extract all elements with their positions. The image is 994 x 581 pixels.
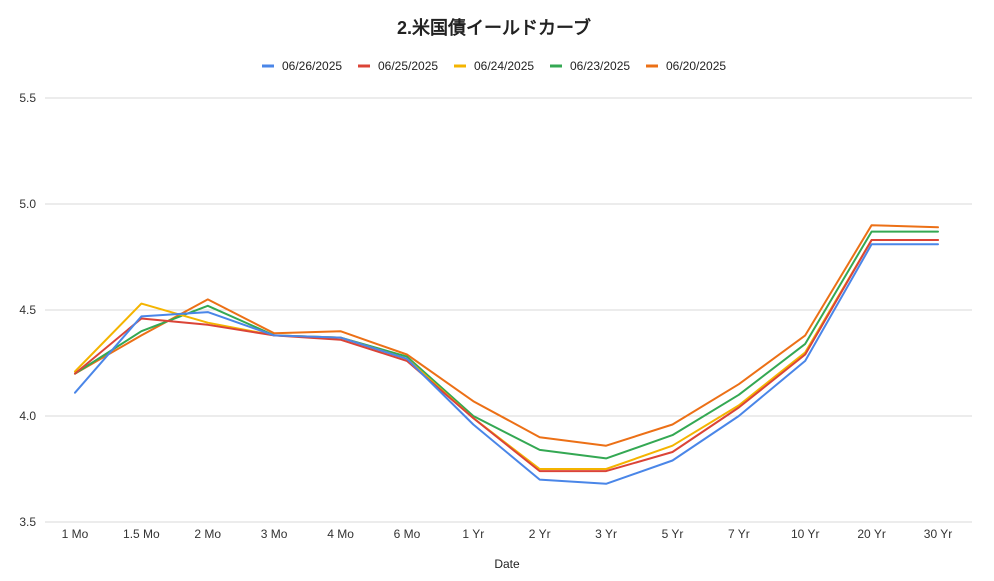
- chart-grid: [45, 97, 972, 523]
- legend-label: 06/24/2025: [474, 59, 534, 73]
- x-tick-label: 1.5 Mo: [123, 527, 160, 541]
- x-axis-label: Date: [494, 557, 520, 571]
- x-tick-label: 1 Yr: [462, 527, 484, 541]
- y-axis-ticks: 3.5 4.0 4.5 5.0 5.5: [19, 91, 36, 529]
- y-tick-label: 4.5: [19, 303, 36, 317]
- x-tick-label: 6 Mo: [394, 527, 421, 541]
- y-tick-label: 4.0: [19, 409, 36, 423]
- legend-label: 06/20/2025: [666, 59, 726, 73]
- chart-title: 2.米国債イールドカーブ: [397, 17, 591, 38]
- x-axis-ticks: 1 Mo 1.5 Mo 2 Mo 3 Mo 4 Mo 6 Mo 1 Yr 2 Yr 3 Yr 5 …: [62, 527, 953, 541]
- legend-item[interactable]: 06/20/2025: [646, 59, 726, 73]
- x-tick-label: 3 Yr: [595, 527, 617, 541]
- y-tick-label: 3.5: [19, 515, 36, 529]
- x-tick-label: 3 Mo: [261, 527, 288, 541]
- legend-label: 06/25/2025: [378, 59, 438, 73]
- x-tick-label: 5 Yr: [662, 527, 684, 541]
- legend-item[interactable]: 06/26/2025: [262, 59, 342, 73]
- legend-item[interactable]: 06/25/2025: [358, 59, 438, 73]
- x-tick-label: 4 Mo: [327, 527, 354, 541]
- x-tick-label: 2 Mo: [194, 527, 221, 541]
- y-tick-label: 5.5: [19, 91, 36, 105]
- series-line-0: [74, 243, 939, 485]
- series-line-4: [74, 224, 939, 447]
- legend-label: 06/23/2025: [570, 59, 630, 73]
- series-line-3: [74, 230, 939, 460]
- x-tick-label: 2 Yr: [529, 527, 551, 541]
- x-tick-label: 1 Mo: [62, 527, 89, 541]
- chart-legend: 06/26/2025 06/25/2025 06/24/2025 06/23/2025…: [262, 59, 726, 73]
- legend-item[interactable]: 06/24/2025: [454, 59, 534, 73]
- x-tick-label: 10 Yr: [791, 527, 819, 541]
- x-tick-label: 7 Yr: [728, 527, 750, 541]
- chart-series: [74, 224, 939, 485]
- legend-item[interactable]: 06/23/2025: [550, 59, 630, 73]
- series-line-1: [74, 239, 939, 473]
- x-tick-label: 30 Yr: [924, 527, 952, 541]
- y-tick-label: 5.0: [19, 197, 36, 211]
- legend-label: 06/26/2025: [282, 59, 342, 73]
- x-tick-label: 20 Yr: [857, 527, 885, 541]
